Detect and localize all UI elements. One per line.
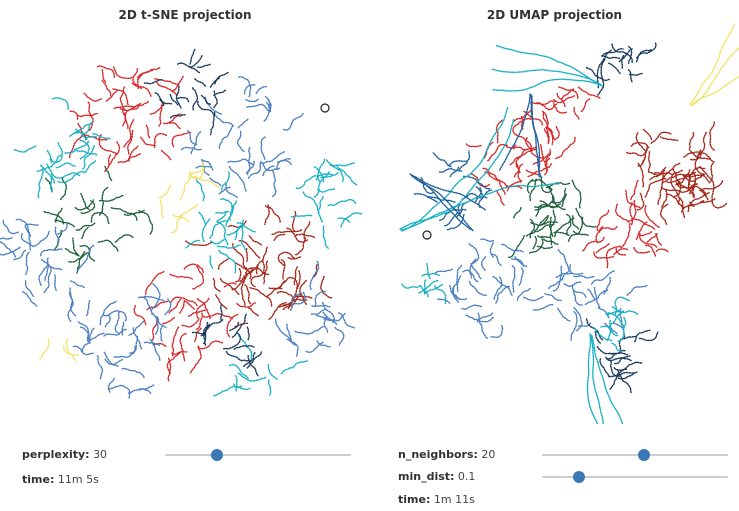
min-dist-slider-thumb[interactable] xyxy=(573,471,586,483)
n-neighbors-slider[interactable] xyxy=(542,449,728,461)
perplexity-slider[interactable] xyxy=(165,449,351,461)
tsne-title: 2D t-SNE projection xyxy=(118,8,252,22)
umap-time-value: 1m 11s xyxy=(433,493,475,506)
tsne-time-value: 11m 5s xyxy=(57,473,99,486)
min-dist-control: min_dist: 0.1 xyxy=(398,470,475,488)
min-dist-slider[interactable] xyxy=(542,471,728,483)
tsne-scatter-plot xyxy=(0,48,364,399)
tsne-panel: 2D t-SNE projection perplexity: 30 time:… xyxy=(0,8,364,491)
perplexity-value: 30 xyxy=(93,448,108,461)
perplexity-slider-thumb[interactable] xyxy=(211,449,224,461)
tsne-time-label: time: xyxy=(22,473,55,486)
perplexity-control: perplexity: 30 xyxy=(22,448,107,466)
n-neighbors-value: 20 xyxy=(481,448,496,461)
umap-scatter-plot xyxy=(399,24,739,424)
perplexity-label: perplexity: xyxy=(22,448,90,461)
perplexity-slider-track[interactable] xyxy=(165,454,351,456)
min-dist-value: 0.1 xyxy=(457,470,476,483)
n-neighbors-control: n_neighbors: 20 xyxy=(398,448,495,466)
umap-panel: 2D UMAP projection n_neighbors: 20 min_d… xyxy=(370,0,739,511)
n-neighbors-slider-track[interactable] xyxy=(542,454,728,456)
umap-time: time: 1m 11s xyxy=(398,493,475,511)
min-dist-label: min_dist: xyxy=(398,470,455,483)
umap-time-label: time: xyxy=(398,493,431,506)
umap-title: 2D UMAP projection xyxy=(486,8,623,22)
min-dist-slider-track[interactable] xyxy=(542,476,728,478)
n-neighbors-label: n_neighbors: xyxy=(398,448,478,461)
tsne-time: time: 11m 5s xyxy=(22,473,99,491)
n-neighbors-slider-thumb[interactable] xyxy=(638,449,651,461)
